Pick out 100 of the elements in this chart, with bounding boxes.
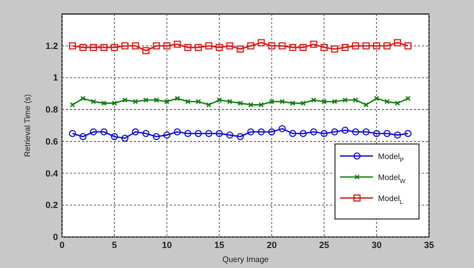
point <box>374 96 380 102</box>
point <box>90 99 96 104</box>
point <box>142 130 150 137</box>
point <box>278 125 286 132</box>
x-tick-label: 25 <box>319 240 330 250</box>
point <box>163 42 170 50</box>
y-tick-label: 1.2 <box>45 40 58 51</box>
point <box>79 133 86 140</box>
y-tick-label: 0.2 <box>45 200 58 210</box>
point <box>248 102 254 108</box>
point <box>300 44 307 51</box>
point <box>152 42 160 50</box>
point <box>342 44 349 51</box>
y-tick-label: 0.6 <box>45 136 58 146</box>
point <box>373 42 380 50</box>
point <box>216 97 222 103</box>
point <box>322 99 327 104</box>
point <box>154 97 159 103</box>
point <box>342 126 349 134</box>
point <box>236 133 244 140</box>
point <box>68 42 76 50</box>
point <box>90 44 97 51</box>
point <box>184 44 192 51</box>
point <box>394 39 402 46</box>
point <box>300 130 307 137</box>
point <box>404 42 412 50</box>
point <box>332 99 338 104</box>
point <box>100 44 108 51</box>
x-tick-label: 30 <box>372 240 382 250</box>
point <box>100 128 108 136</box>
point <box>247 128 254 136</box>
point <box>331 128 338 136</box>
legend-label: Model$_{L}$ <box>378 194 404 206</box>
point <box>280 99 285 104</box>
point <box>90 128 97 136</box>
point <box>174 128 181 136</box>
point <box>310 40 318 48</box>
point <box>196 99 201 104</box>
point <box>110 44 118 51</box>
point <box>205 42 212 50</box>
point <box>373 130 380 137</box>
point <box>121 42 128 50</box>
x-axis-title: Query Image <box>222 255 270 264</box>
point <box>79 44 86 51</box>
x-tick-label: 20 <box>266 240 277 250</box>
point <box>278 42 286 50</box>
point <box>152 133 160 140</box>
point <box>185 99 190 104</box>
point <box>174 96 180 102</box>
point <box>353 97 358 103</box>
point <box>310 128 318 136</box>
point <box>268 42 276 50</box>
point <box>258 102 264 108</box>
point <box>132 128 139 136</box>
point <box>311 97 316 103</box>
point <box>80 96 86 102</box>
point <box>112 100 118 106</box>
point <box>110 133 118 140</box>
point <box>268 128 276 136</box>
y-tick-label: 0.8 <box>45 104 58 115</box>
point <box>363 102 369 108</box>
point <box>132 99 138 104</box>
point <box>132 42 139 50</box>
point <box>320 130 328 137</box>
x-tick-label: 0 <box>59 240 65 250</box>
legend-label: Model$_{P}$ <box>378 152 404 164</box>
point <box>121 134 128 142</box>
point <box>163 132 170 139</box>
point <box>394 132 402 139</box>
point <box>164 99 170 104</box>
point <box>226 42 234 50</box>
point <box>352 42 360 50</box>
point <box>289 130 296 137</box>
legend-label: Model$_{W}$ <box>378 173 406 185</box>
point <box>227 99 232 104</box>
point <box>194 130 202 137</box>
point <box>352 128 360 136</box>
point <box>384 42 391 50</box>
point <box>289 44 296 51</box>
point <box>226 132 234 139</box>
point <box>238 100 243 106</box>
point <box>174 40 181 48</box>
point <box>258 39 265 46</box>
point <box>362 128 370 136</box>
point <box>331 46 338 53</box>
point <box>247 42 254 50</box>
x-tick-label: 10 <box>162 240 172 250</box>
x-tick-label: 5 <box>112 240 117 250</box>
point <box>269 99 274 104</box>
point <box>300 100 306 106</box>
point <box>206 102 212 108</box>
point <box>236 46 244 53</box>
point <box>216 44 223 51</box>
point <box>194 44 202 51</box>
point <box>384 99 390 104</box>
y-tick-label: 0 <box>52 232 58 242</box>
point <box>362 42 370 50</box>
point <box>101 100 107 106</box>
point <box>290 100 296 106</box>
point <box>142 47 150 54</box>
